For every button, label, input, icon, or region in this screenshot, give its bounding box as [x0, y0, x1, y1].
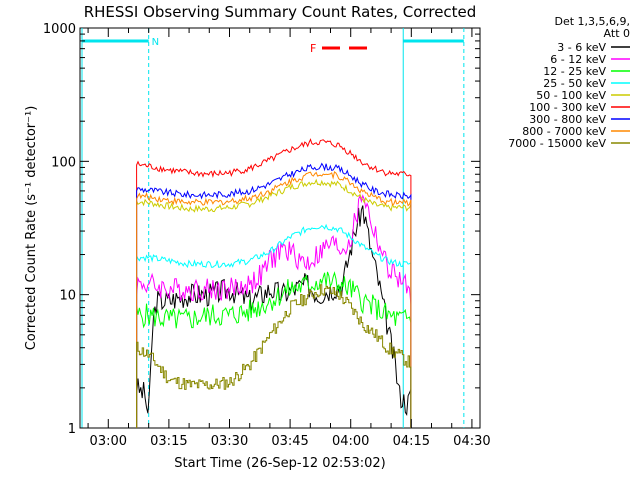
legend-entry-label: 12 - 25 keV [543, 65, 606, 78]
y-tick-label: 1 [68, 422, 76, 437]
x-axis: 03:00 03:15 03:30 03:45 04:00 04:15 04:30 [87, 28, 491, 449]
x-tick-label: 04:30 [453, 434, 490, 449]
x-axis-label: Start Time (26-Sep-12 02:53:02) [174, 456, 385, 471]
x-tick-label: 04:00 [332, 434, 369, 449]
x-tick-label: 04:15 [393, 434, 430, 449]
series-line-4 [136, 223, 412, 428]
legend-entry-label: 25 - 50 keV [543, 77, 606, 90]
y-axis: 1 10 100 1000 [43, 22, 480, 437]
chart-title: RHESSI Observing Summary Count Rates, Co… [84, 3, 477, 21]
series-line-8 [136, 171, 412, 428]
legend-entry-label: 6 - 12 keV [550, 53, 606, 66]
legend-entry-label: 800 - 7000 keV [522, 125, 606, 138]
legend-entry-label: 100 - 300 keV [529, 101, 606, 114]
series-line-5 [136, 178, 412, 428]
x-tick-label: 03:30 [211, 434, 248, 449]
series-line-2 [136, 194, 412, 428]
legend-entry-label: 7000 - 15000 keV [508, 137, 606, 150]
flare-label: F [310, 42, 316, 55]
series-line-6 [136, 138, 412, 428]
series-line-7 [136, 162, 412, 428]
series-line-3 [136, 271, 412, 428]
night-label: N [152, 37, 159, 48]
y-tick-label: 1000 [43, 22, 76, 37]
y-axis-label: Corrected Count Rate (s⁻¹ detector⁻¹) [24, 106, 39, 351]
y-tick-label: 10 [59, 289, 76, 304]
x-tick-label: 03:45 [271, 434, 308, 449]
legend-header-line-1: Det 1,3,5,6,9, [554, 15, 630, 28]
series-layer [136, 138, 412, 428]
x-tick-label: 03:15 [150, 434, 187, 449]
y-tick-label: 100 [51, 155, 76, 170]
x-tick-label: 03:00 [90, 434, 127, 449]
legend-entry-label: 50 - 100 keV [536, 89, 606, 102]
legend-header-line-2: Att 0 [604, 27, 630, 40]
plot-frame [79, 27, 481, 429]
legend-entry-label: 300 - 800 keV [529, 113, 606, 126]
legend-entry-label: 3 - 6 keV [557, 41, 606, 54]
series-line-9 [136, 284, 412, 428]
